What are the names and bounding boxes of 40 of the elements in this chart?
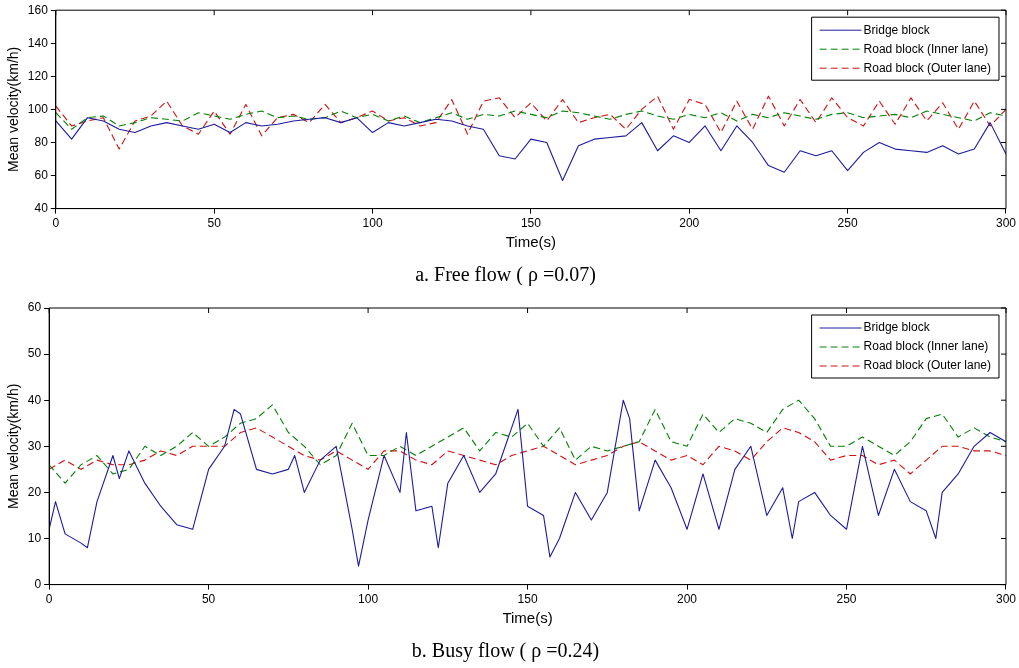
x-tick-label: 300 — [995, 592, 1017, 607]
y-tick-label: 20 — [27, 484, 42, 499]
x-axis-title: Time(s) — [505, 233, 557, 251]
legend-label: Road block (Outer lane) — [863, 60, 991, 75]
legend-label: Bridge block — [863, 22, 931, 37]
legend-label: Road block (Inner lane) — [863, 339, 989, 354]
y-axis-title: Mean velocity(km/h) — [5, 46, 22, 173]
y-tick-label: 140 — [27, 35, 49, 50]
x-tick-label: 250 — [836, 592, 857, 607]
y-tick-label: 160 — [27, 2, 49, 17]
line-series — [55, 95, 1006, 150]
y-tick-label: 80 — [34, 134, 49, 149]
x-tick-label: 100 — [358, 592, 379, 607]
x-tick-label: 150 — [517, 592, 538, 607]
y-tick-label: 60 — [27, 300, 42, 315]
text: b. Busy flow ( ρ =0.24) — [411, 639, 600, 663]
y-tick-label: 100 — [27, 101, 49, 116]
y-tick-label: 50 — [27, 346, 42, 361]
x-tick-label: 250 — [837, 216, 858, 231]
x-tick-label: 300 — [995, 216, 1017, 231]
y-tick-label: 0 — [34, 576, 42, 591]
x-tick-label: 200 — [677, 592, 698, 607]
x-tick-label: 200 — [679, 216, 700, 231]
text: a. Free flow ( ρ =0.07) — [415, 263, 596, 287]
y-tick-label: 10 — [27, 530, 42, 545]
x-tick-label: 0 — [52, 216, 60, 231]
y-tick-label: 60 — [34, 167, 49, 182]
legend-label: Road block (Outer lane) — [863, 358, 991, 373]
x-tick-label: 50 — [201, 592, 216, 607]
x-tick-label: 100 — [362, 216, 383, 231]
y-tick-label: 30 — [27, 438, 42, 453]
y-tick-label: 40 — [27, 392, 42, 407]
x-tick-label: 50 — [207, 216, 222, 231]
y-tick-label: 40 — [34, 200, 49, 215]
x-tick-label: 150 — [520, 216, 542, 231]
legend-label: Road block (Inner lane) — [863, 41, 989, 56]
y-axis-title: Mean velocity(km/h) — [5, 383, 22, 509]
y-tick-label: 120 — [27, 68, 49, 83]
legend-label: Bridge block — [863, 320, 931, 335]
x-axis-title: Time(s) — [502, 609, 553, 627]
